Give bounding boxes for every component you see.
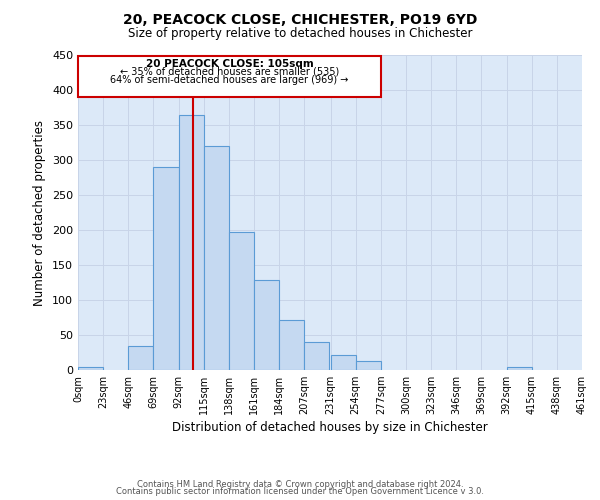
Text: Contains HM Land Registry data © Crown copyright and database right 2024.: Contains HM Land Registry data © Crown c… <box>137 480 463 489</box>
Bar <box>356 361 381 370</box>
Bar <box>204 146 229 370</box>
Text: Contains public sector information licensed under the Open Government Licence v : Contains public sector information licen… <box>116 488 484 496</box>
Text: ← 35% of detached houses are smaller (535): ← 35% of detached houses are smaller (53… <box>120 67 339 77</box>
Bar <box>78 56 381 97</box>
Text: Size of property relative to detached houses in Chichester: Size of property relative to detached ho… <box>128 28 472 40</box>
Bar <box>331 354 356 370</box>
Bar <box>229 232 254 370</box>
Bar <box>78 366 103 370</box>
Text: 64% of semi-detached houses are larger (969) →: 64% of semi-detached houses are larger (… <box>110 74 349 85</box>
Bar <box>179 114 204 370</box>
Text: 20, PEACOCK CLOSE, CHICHESTER, PO19 6YD: 20, PEACOCK CLOSE, CHICHESTER, PO19 6YD <box>123 12 477 26</box>
Bar <box>304 342 329 370</box>
Bar <box>128 346 154 370</box>
Bar <box>154 167 179 370</box>
Bar <box>254 280 279 370</box>
Text: 20 PEACOCK CLOSE: 105sqm: 20 PEACOCK CLOSE: 105sqm <box>146 59 313 69</box>
Bar <box>279 320 304 370</box>
X-axis label: Distribution of detached houses by size in Chichester: Distribution of detached houses by size … <box>172 422 488 434</box>
Bar <box>506 366 532 370</box>
Y-axis label: Number of detached properties: Number of detached properties <box>34 120 46 306</box>
